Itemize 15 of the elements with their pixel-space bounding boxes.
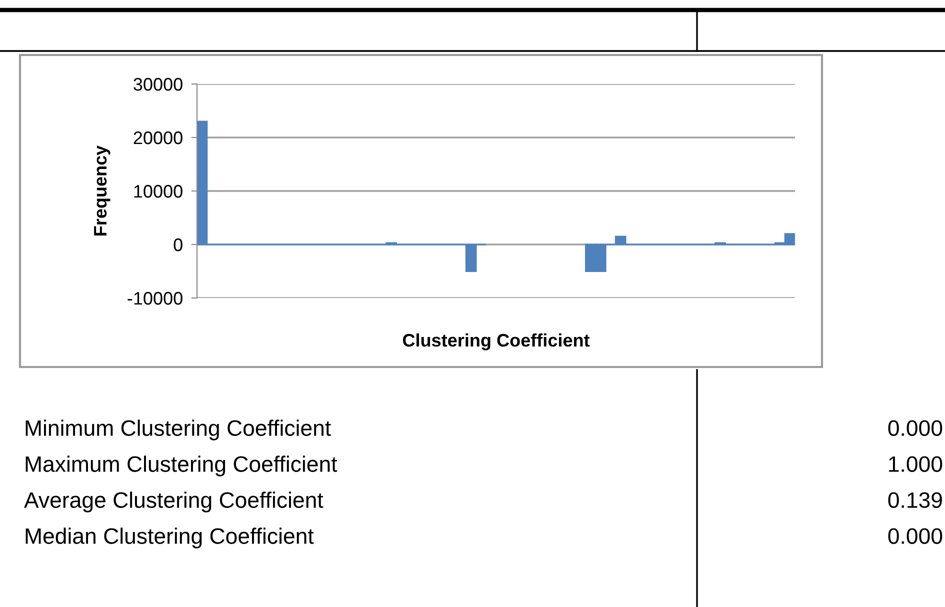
text: 0.139 (888, 492, 942, 508)
y-tick-label: 20000 (134, 131, 182, 144)
y-tick-label: -10000 (128, 292, 182, 305)
y-tick-label: 10000 (134, 184, 182, 198)
text: 1.000 (889, 456, 942, 472)
y-tick-label: 0 (174, 238, 182, 252)
text: 0.000 (888, 528, 942, 544)
text: Median Clustering Coefficient (26, 528, 314, 548)
text: Average Clustering Coefficient (24, 492, 324, 512)
text: 0.000 (888, 420, 942, 436)
y-axis-title: Frequency (94, 145, 110, 236)
x-axis-title: Clustering Coefficient (402, 333, 590, 350)
text: Minimum Clustering Coefficient (26, 420, 331, 440)
y-tick-label: 30000 (134, 78, 182, 91)
text: Maximum Clustering Coefficient (26, 456, 338, 476)
